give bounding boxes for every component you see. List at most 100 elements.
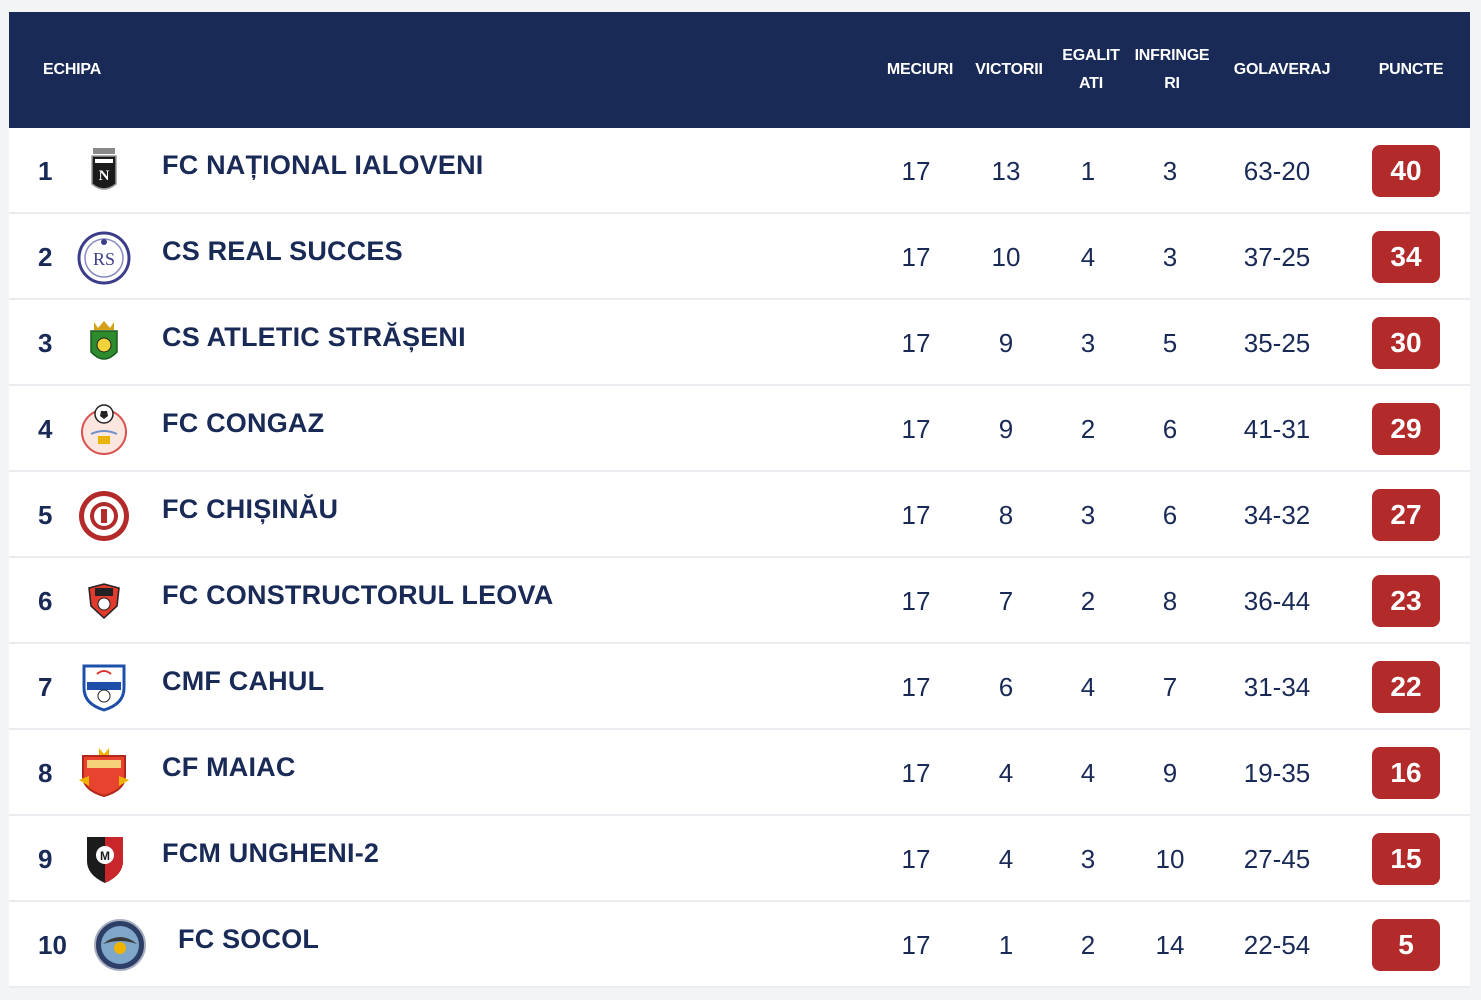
wins: 4 <box>998 843 1014 874</box>
points-badge: 22 <box>1372 661 1440 713</box>
played: 17 <box>901 757 931 788</box>
rank: 4 <box>38 413 53 444</box>
losses: 14 <box>1155 929 1185 960</box>
team-name[interactable]: FC NAȚIONAL IALOVENI <box>162 150 484 180</box>
team-name[interactable]: CF MAIAC <box>162 752 296 782</box>
atletic-straseni-crest-icon <box>87 318 121 373</box>
goal-diff: 63-20 <box>1243 155 1311 186</box>
goal-diff: 35-25 <box>1243 327 1311 358</box>
draws: 3 <box>1080 327 1096 358</box>
table-row[interactable]: 10 FC SOCOL 17 1 2 14 22-54 5 <box>9 902 1470 988</box>
points-badge: 40 <box>1372 145 1440 197</box>
goal-diff: 41-31 <box>1243 413 1311 444</box>
header-losses-line2: RI <box>1164 75 1180 92</box>
losses: 6 <box>1162 499 1178 530</box>
table-row[interactable]: 7 CMF CAHUL 17 6 4 7 31-34 22 <box>9 644 1470 730</box>
draws: 4 <box>1080 671 1096 702</box>
draws: 3 <box>1080 843 1096 874</box>
table-row[interactable]: 4 FC CONGAZ 17 9 2 6 41-31 29 <box>9 386 1470 472</box>
rank: 7 <box>38 671 53 702</box>
table-row[interactable]: 8 CF MAIAC 17 4 4 9 19-35 16 <box>9 730 1470 816</box>
played: 17 <box>901 327 931 358</box>
team-name[interactable]: CMF CAHUL <box>162 666 325 696</box>
standings-table: ECHIPA MECIURI VICTORII EGALIT ATI INFRI… <box>9 12 1470 988</box>
table-row[interactable]: 1 N FC NAȚIONAL IALOVENI 17 13 1 3 63-20… <box>9 128 1470 214</box>
table-row[interactable]: 3 CS ATLETIC STRĂȘENI 17 9 3 5 35-25 30 <box>9 300 1470 386</box>
team-name[interactable]: FC CONSTRUCTORUL LEOVA <box>162 580 554 610</box>
wins: 10 <box>991 241 1021 272</box>
played: 17 <box>901 929 931 960</box>
goal-diff: 22-54 <box>1243 929 1311 960</box>
points-badge: 15 <box>1372 833 1440 885</box>
draws: 2 <box>1080 929 1096 960</box>
cahul-crest-icon <box>81 662 127 717</box>
team-name[interactable]: CS ATLETIC STRĂȘENI <box>162 322 466 352</box>
losses: 3 <box>1162 241 1178 272</box>
team-name[interactable]: FC SOCOL <box>178 924 320 954</box>
goal-diff: 36-44 <box>1243 585 1311 616</box>
team-name[interactable]: CS REAL SUCCES <box>162 236 403 266</box>
played: 17 <box>901 671 931 702</box>
header-points[interactable]: PUNCTE <box>1378 61 1444 78</box>
rank: 5 <box>38 499 53 530</box>
points-badge: 27 <box>1372 489 1440 541</box>
draws: 1 <box>1080 155 1096 186</box>
goal-diff: 37-25 <box>1243 241 1311 272</box>
draws: 3 <box>1080 499 1096 530</box>
socol-crest-icon <box>93 918 147 977</box>
goal-diff: 19-35 <box>1243 757 1311 788</box>
ungheni-crest-icon: M <box>85 833 125 890</box>
constructorul-leova-crest-icon <box>87 582 121 625</box>
rank: 1 <box>38 155 53 186</box>
header-team[interactable]: ECHIPA <box>43 61 102 78</box>
wins: 1 <box>998 929 1014 960</box>
losses: 10 <box>1155 843 1185 874</box>
table-header: ECHIPA MECIURI VICTORII EGALIT ATI INFRI… <box>9 12 1470 128</box>
points-badge: 16 <box>1372 747 1440 799</box>
header-played[interactable]: MECIURI <box>886 61 954 78</box>
draws: 2 <box>1080 585 1096 616</box>
svg-text:N: N <box>99 168 110 184</box>
points-badge: 30 <box>1372 317 1440 369</box>
played: 17 <box>901 413 931 444</box>
goal-diff: 31-34 <box>1243 671 1311 702</box>
wins: 6 <box>998 671 1014 702</box>
draws: 2 <box>1080 413 1096 444</box>
maiac-crest-icon <box>77 746 131 803</box>
wins: 9 <box>998 327 1014 358</box>
played: 17 <box>901 843 931 874</box>
points-badge: 23 <box>1372 575 1440 627</box>
losses: 7 <box>1162 671 1178 702</box>
goal-diff: 27-45 <box>1243 843 1311 874</box>
header-draws[interactable]: EGALIT ATI <box>1055 12 1127 128</box>
table-row[interactable]: 2 RS CS REAL SUCCES 17 10 4 3 37-25 34 <box>9 214 1470 300</box>
table-row[interactable]: 9 M FCM UNGHENI-2 17 4 3 10 27-45 15 <box>9 816 1470 902</box>
losses: 6 <box>1162 413 1178 444</box>
played: 17 <box>901 499 931 530</box>
header-wins[interactable]: VICTORII <box>975 61 1043 78</box>
losses: 5 <box>1162 327 1178 358</box>
svg-text:RS: RS <box>93 249 115 269</box>
wins: 9 <box>998 413 1014 444</box>
team-name[interactable]: FCM UNGHENI-2 <box>162 838 380 868</box>
points-badge: 29 <box>1372 403 1440 455</box>
draws: 4 <box>1080 757 1096 788</box>
losses: 3 <box>1162 155 1178 186</box>
wins: 13 <box>991 155 1021 186</box>
wins: 7 <box>998 585 1014 616</box>
rank: 3 <box>38 327 53 358</box>
team-name[interactable]: FC CHIȘINĂU <box>162 494 339 524</box>
header-draws-line2: ATI <box>1079 75 1103 92</box>
table-row[interactable]: 5 FC CHIȘINĂU 17 8 3 6 34-32 27 <box>9 472 1470 558</box>
svg-text:M: M <box>100 849 110 863</box>
played: 17 <box>901 155 931 186</box>
team-name[interactable]: FC CONGAZ <box>162 408 325 438</box>
rank: 2 <box>38 241 53 272</box>
points-badge: 34 <box>1372 231 1440 283</box>
header-draws-line1: EGALIT <box>1062 47 1120 64</box>
chisinau-crest-icon <box>77 489 131 548</box>
rank: 9 <box>38 843 53 874</box>
header-goal-diff[interactable]: GOLAVERAJ <box>1233 61 1331 78</box>
table-row[interactable]: 6 FC CONSTRUCTORUL LEOVA 17 7 2 8 36-44 … <box>9 558 1470 644</box>
header-losses[interactable]: INFRINGE RI <box>1129 12 1215 128</box>
